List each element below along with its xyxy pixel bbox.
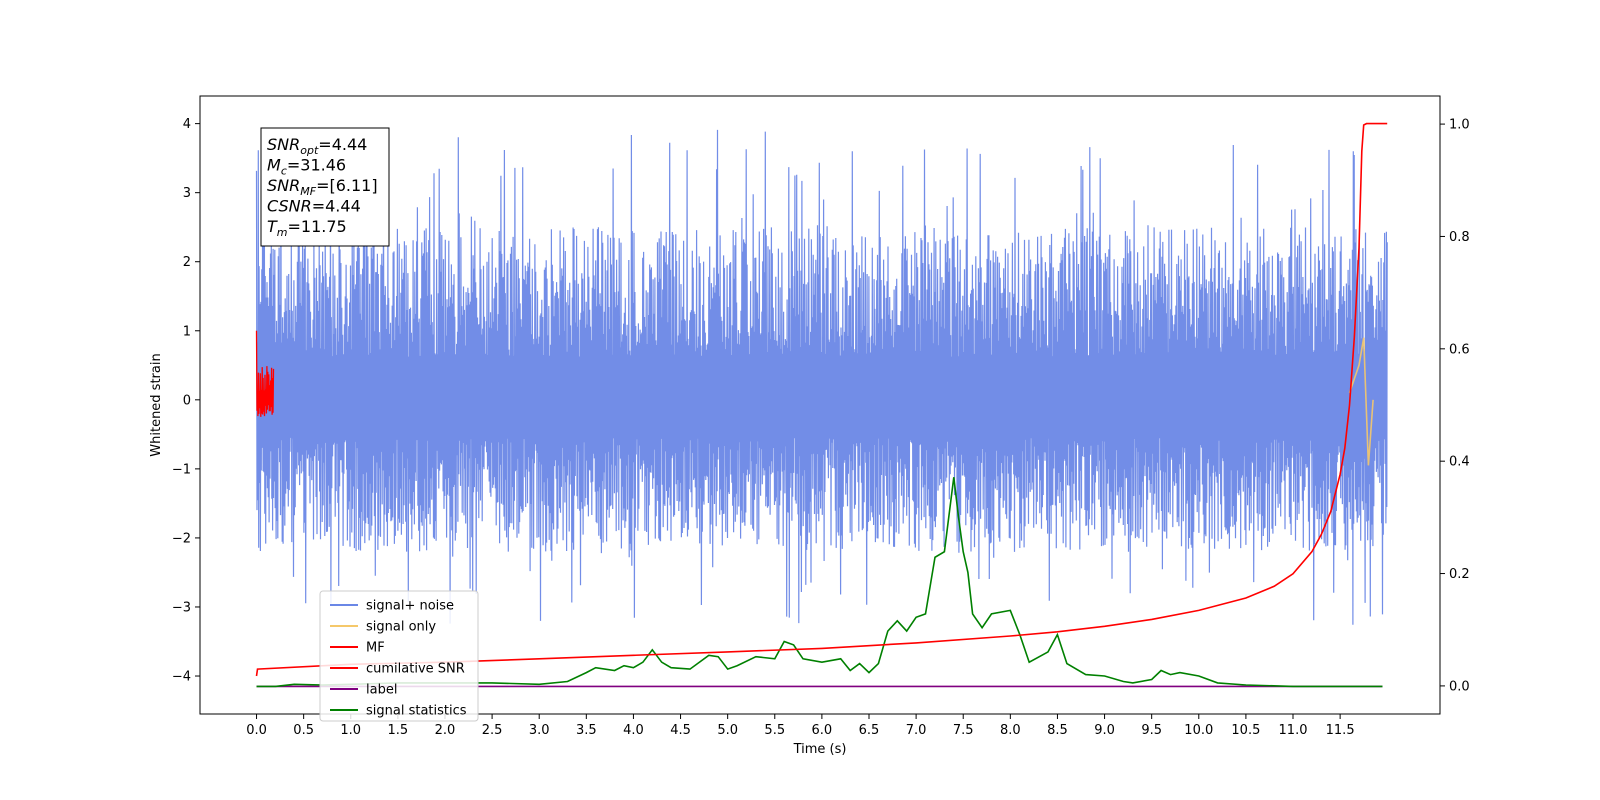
- x-axis-label: Time (s): [793, 742, 847, 757]
- annotation-line: SNRopt=4.44: [267, 135, 367, 157]
- x-tick-label: 1.0: [340, 723, 361, 738]
- annotation-box: SNRopt=4.44Mc=31.46SNRMF=[6.11]CSNR=4.44…: [260, 127, 390, 247]
- annotation-value: =31.46: [287, 156, 346, 175]
- annotation-line: CSNR=4.44: [267, 197, 361, 216]
- y-tick-label: 3: [183, 186, 191, 201]
- y-axis-label: Whitened strain: [149, 353, 164, 456]
- x-tick-label: 2.0: [435, 723, 456, 738]
- y2-tick-label: 0.8: [1449, 230, 1470, 245]
- annotation-symbol: M: [267, 156, 281, 175]
- annotation-line: Tm=11.75: [267, 217, 347, 239]
- legend: signal+ noise signal only MF cumilative SNR…: [319, 590, 479, 722]
- x-tick-label: 5.5: [764, 723, 785, 738]
- y-tick-label: −1: [172, 462, 191, 477]
- annotation-subscript: MF: [300, 185, 316, 198]
- y2-tick-label: 0.0: [1449, 679, 1470, 694]
- x-tick-label: 6.5: [859, 723, 880, 738]
- x-tick-label: 11.0: [1279, 723, 1308, 738]
- x-tick-label: 1.5: [388, 723, 409, 738]
- legend-entry-label: cumilative SNR: [366, 662, 465, 677]
- annotation-value: =4.44: [312, 197, 361, 216]
- series-line-cumulative-snr: [255, 122, 1388, 677]
- x-tick-label: 4.5: [670, 723, 691, 738]
- y2-tick-label: 0.4: [1449, 455, 1470, 470]
- y-tick-label: 2: [183, 255, 191, 270]
- y-tick-label: −3: [172, 600, 191, 615]
- legend-entry-label: signal statistics: [366, 704, 467, 719]
- legend-entry-label: MF: [366, 641, 385, 656]
- x-tick-label: 6.0: [812, 723, 833, 738]
- y-axis-left: 4 3 2 1 0 −1 −2 −3 −4: [172, 117, 200, 685]
- legend-entry-label: signal only: [366, 620, 436, 635]
- x-tick-label: 2.5: [482, 723, 503, 738]
- legend-entry-label: label: [366, 683, 397, 698]
- x-tick-label: 8.0: [1000, 723, 1021, 738]
- x-tick-label: 0.5: [293, 723, 314, 738]
- y-tick-label: −4: [172, 670, 191, 685]
- plot-frame: [199, 95, 1441, 715]
- x-tick-label: 10.5: [1231, 723, 1260, 738]
- x-tick-label: 9.0: [1094, 723, 1115, 738]
- series-line-mf: [255, 330, 275, 417]
- series-line-signal-noise: [255, 129, 1388, 625]
- annotation-value: =4.44: [318, 135, 367, 154]
- x-tick-label: 8.5: [1047, 723, 1068, 738]
- x-tick-label: 4.0: [623, 723, 644, 738]
- annotation-symbol: T: [267, 217, 278, 236]
- y-axis-right: 1.0 0.8 0.6 0.4 0.2 0.0: [1440, 118, 1470, 694]
- y-tick-label: −2: [172, 531, 191, 546]
- x-tick-label: 0.0: [246, 723, 267, 738]
- x-tick-label: 3.0: [529, 723, 550, 738]
- y2-tick-label: 0.6: [1449, 342, 1470, 357]
- annotation-line: Mc=31.46: [267, 156, 346, 178]
- series-line-signal-statistics: [256, 477, 1383, 688]
- annotation-symbol: SNR: [267, 176, 300, 195]
- annotation-symbol: SNR: [267, 135, 300, 154]
- annotation-symbol: CSNR: [267, 197, 312, 216]
- x-tick-label: 7.0: [906, 723, 927, 738]
- x-tick-label: 7.5: [953, 723, 974, 738]
- x-tick-label: 11.5: [1326, 723, 1355, 738]
- x-axis: 0.0 0.5 1.0 1.5 2.0 2.5 3.0 3.5 4.0 4.5 5.0 5.5 6.0 6…: [246, 714, 1355, 738]
- x-tick-label: 10.0: [1184, 723, 1213, 738]
- y-tick-label: 1: [183, 324, 191, 339]
- annotation-value: =[6.11]: [316, 176, 378, 195]
- annotation-line: SNRMF=[6.11]: [267, 176, 378, 198]
- y-tick-label: 0: [183, 393, 191, 408]
- series-line-signal-only: [1348, 337, 1374, 466]
- x-tick-label: 3.5: [576, 723, 597, 738]
- y-tick-label: 4: [183, 117, 191, 132]
- x-tick-label: 9.5: [1141, 723, 1162, 738]
- x-tick-label: 5.0: [717, 723, 738, 738]
- y2-tick-label: 0.2: [1449, 567, 1470, 582]
- annotation-value: =11.75: [288, 217, 347, 236]
- y2-tick-label: 1.0: [1449, 118, 1470, 133]
- annotation-subscript: c: [281, 165, 287, 178]
- annotation-subscript: opt: [300, 144, 319, 157]
- legend-entry-label: signal+ noise: [366, 599, 454, 614]
- annotation-subscript: m: [277, 226, 288, 239]
